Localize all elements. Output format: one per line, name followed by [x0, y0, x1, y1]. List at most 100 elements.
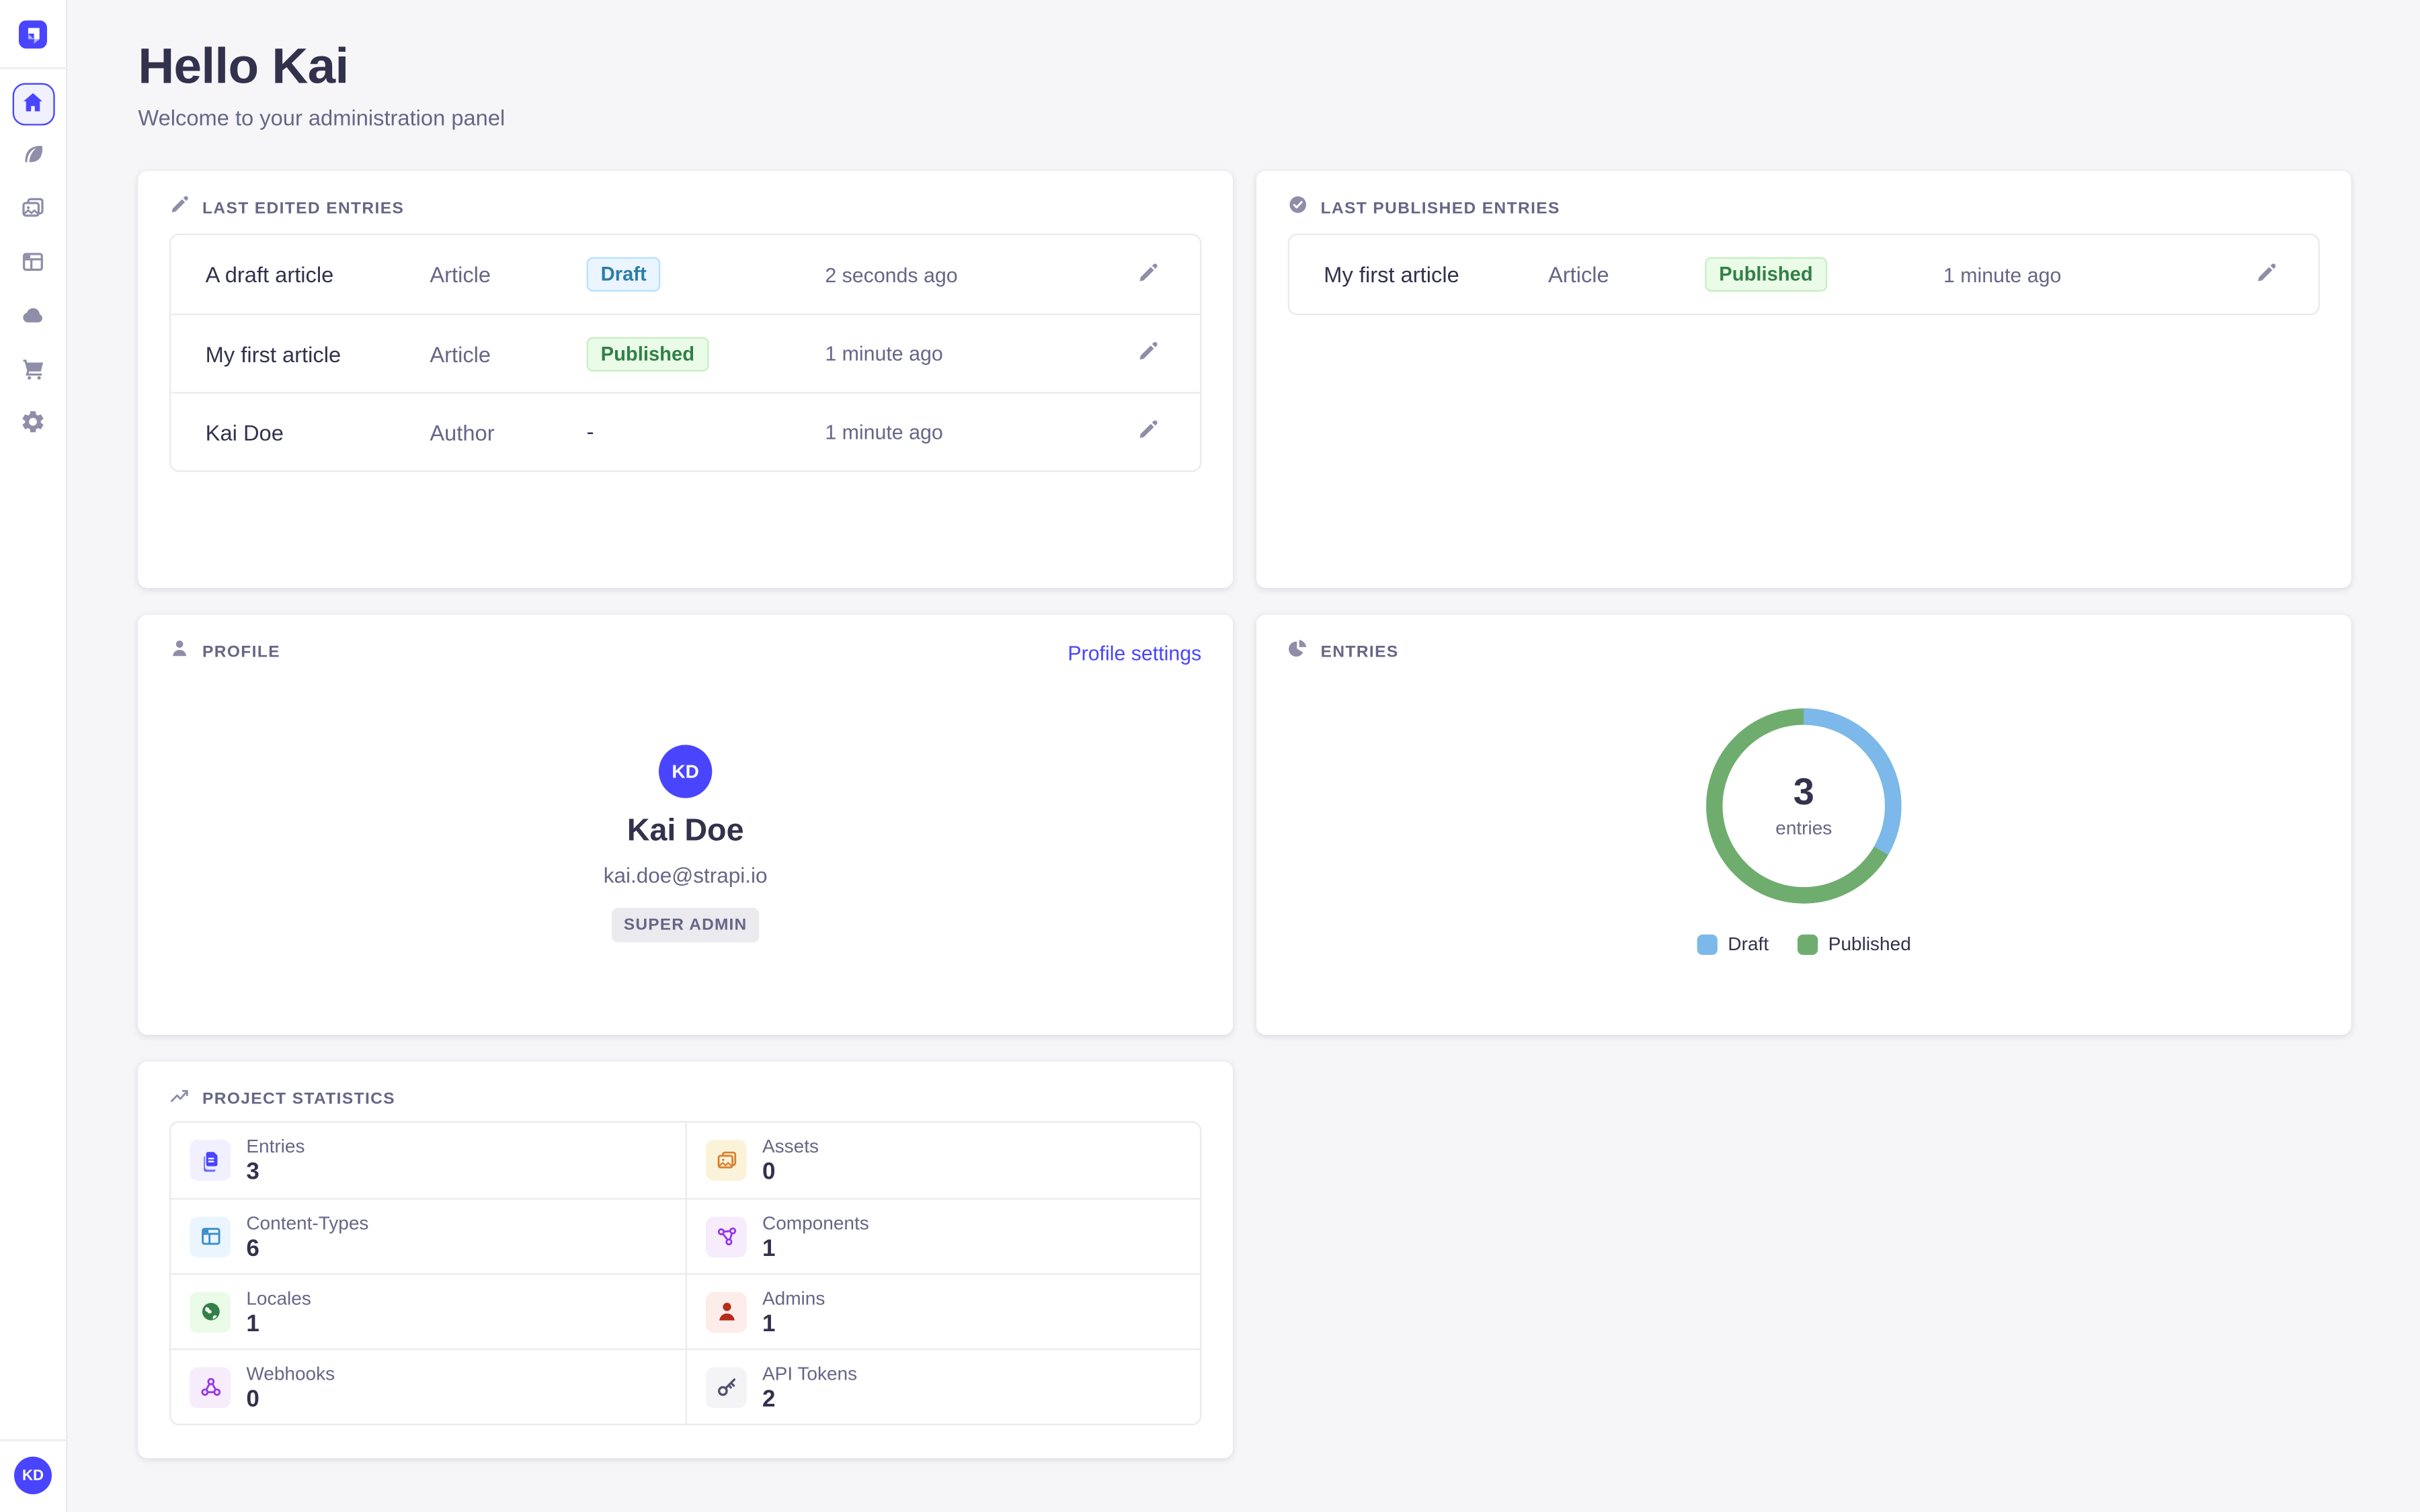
table-row: My first article Article Published 1 min… — [1289, 235, 2318, 314]
user-avatar[interactable]: KD — [13, 1456, 52, 1495]
edit-entry-button[interactable] — [1128, 254, 1169, 295]
sidebar-item-marketplace[interactable] — [11, 349, 54, 392]
stat-value: 6 — [246, 1234, 259, 1262]
pencil-icon — [1137, 340, 1160, 367]
trend-up-icon — [169, 1085, 190, 1114]
stat-label: Entries — [246, 1135, 305, 1157]
profile-name: Kai Doe — [627, 813, 744, 849]
stat-content-types: Content-Types 6 — [171, 1198, 686, 1273]
entry-name: Kai Doe — [205, 419, 284, 445]
sidebar-bottom: KD — [0, 1421, 67, 1512]
page-subtitle: Welcome to your administration panel — [138, 105, 506, 130]
status-badge: Draft — [586, 257, 661, 292]
entries-donut-chart: 3 entries — [1694, 696, 1914, 916]
table-row: Kai Doe Author - 1 minute ago — [171, 392, 1200, 470]
stat-admins: Admins 1 — [685, 1273, 1200, 1349]
sidebar-item-media-library[interactable] — [11, 190, 54, 232]
role-badge: SUPER ADMIN — [611, 907, 760, 943]
legend-swatch-published — [1797, 933, 1818, 954]
entry-type: Article — [430, 261, 491, 287]
entry-name: A draft article — [205, 261, 334, 287]
legend-item-published: Published — [1797, 933, 1911, 955]
sidebar-item-settings[interactable] — [11, 403, 54, 446]
stat-value: 3 — [246, 1159, 259, 1185]
sidebar-item-content-manager[interactable] — [11, 136, 54, 179]
stat-locales: Locales 1 — [171, 1273, 686, 1349]
profile-email: kai.doe@strapi.io — [603, 864, 768, 888]
sidebar: KD — [0, 0, 68, 1512]
dashboard-grid: LAST EDITED ENTRIES A draft article Arti… — [138, 171, 2353, 1458]
stat-value: 0 — [246, 1385, 259, 1413]
edit-entry-button[interactable] — [2246, 254, 2287, 295]
status-badge: - — [586, 417, 594, 444]
last-published-entries-card: LAST PUBLISHED ENTRIES My first article … — [1256, 171, 2351, 588]
sidebar-nav — [11, 83, 54, 446]
stat-entries: Entries 3 — [171, 1123, 685, 1198]
entry-time: 1 minute ago — [825, 420, 943, 444]
pencil-icon — [169, 194, 190, 222]
cart-icon — [20, 356, 45, 386]
sidebar-item-deploy[interactable] — [11, 296, 54, 339]
edit-entry-button[interactable] — [1128, 411, 1169, 452]
last-edited-table: A draft article Article Draft 2 seconds … — [169, 233, 1202, 472]
profile-body: KD Kai Doe kai.doe@strapi.io SUPER ADMIN — [169, 665, 1201, 943]
last-edited-entries-card: LAST EDITED ENTRIES A draft article Arti… — [138, 171, 1233, 588]
card-title: PROJECT STATISTICS — [202, 1089, 396, 1109]
stat-value: 1 — [762, 1234, 776, 1262]
main-content: Hello Kai Welcome to your administration… — [67, 0, 2420, 1512]
entry-type: Author — [430, 419, 495, 445]
sidebar-item-content-type-builder[interactable] — [11, 243, 54, 286]
pie-chart-icon — [1288, 638, 1308, 667]
entry-name: My first article — [1324, 261, 1459, 287]
pencil-icon — [2255, 261, 2277, 288]
profile-settings-link[interactable]: Profile settings — [1067, 640, 1202, 665]
layout-icon — [20, 249, 45, 279]
legend-label: Draft — [1728, 933, 1769, 955]
webhook-icon — [190, 1366, 231, 1408]
last-published-table: My first article Article Published 1 min… — [1287, 233, 2320, 315]
legend-label: Published — [1828, 933, 1911, 955]
profile-card: PROFILE Profile settings KD Kai Doe kai.… — [138, 614, 1233, 1035]
stat-value: 0 — [762, 1159, 776, 1185]
edit-entry-button[interactable] — [1128, 333, 1169, 374]
stat-label: Admins — [762, 1286, 825, 1309]
stat-webhooks: Webhooks 0 — [171, 1348, 686, 1424]
legend-item-draft: Draft — [1696, 933, 1769, 955]
card-header: LAST EDITED ENTRIES — [169, 196, 1201, 221]
entry-name: My first article — [205, 341, 341, 366]
layout-icon — [190, 1216, 231, 1257]
entry-type: Article — [1547, 261, 1609, 287]
person-icon — [169, 638, 190, 667]
sidebar-item-home[interactable] — [11, 83, 54, 126]
pencil-icon — [1137, 419, 1160, 446]
legend-swatch-draft — [1696, 933, 1718, 954]
pencil-icon — [1137, 261, 1160, 288]
project-statistics-card: PROJECT STATISTICS Entries 3 — [138, 1061, 1233, 1458]
picture-icon — [705, 1140, 747, 1181]
entries-chart-card: ENTRIES 3 entries — [1256, 614, 2351, 1035]
card-header: LAST PUBLISHED ENTRIES — [1288, 196, 2320, 221]
entry-type: Article — [430, 341, 491, 366]
stat-value: 1 — [246, 1310, 259, 1337]
entry-time: 1 minute ago — [1943, 262, 2062, 286]
chart-legend: Draft Published — [1696, 933, 1911, 955]
card-title: LAST EDITED ENTRIES — [202, 199, 405, 218]
media-images-icon — [20, 196, 45, 226]
cloud-icon — [20, 302, 45, 332]
donut-total-label: entries — [1775, 816, 1832, 839]
entries-donut-wrap: 3 entries Draft Published — [1288, 665, 2320, 955]
entry-time: 1 minute ago — [825, 341, 943, 366]
feather-icon — [20, 142, 45, 172]
stat-label: Assets — [762, 1135, 819, 1157]
stat-label: Content-Types — [246, 1211, 369, 1234]
stat-label: Webhooks — [246, 1361, 335, 1384]
sidebar-divider — [0, 1439, 67, 1441]
stat-label: API Tokens — [762, 1361, 858, 1384]
strapi-logo-icon[interactable] — [18, 20, 47, 49]
nodes-icon — [705, 1216, 747, 1257]
person-icon — [705, 1291, 747, 1333]
avatar: KD — [658, 745, 713, 798]
table-row: A draft article Article Draft 2 seconds … — [171, 235, 1200, 314]
card-title: PROFILE — [202, 642, 280, 662]
card-header: ENTRIES — [1288, 640, 2320, 665]
